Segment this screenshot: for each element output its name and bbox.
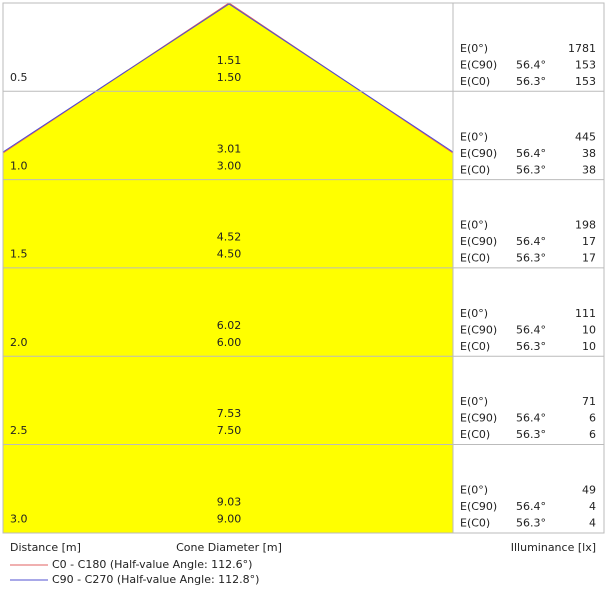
cone-edge-c90 (2, 3, 454, 153)
cone-diameter: 7.50 (217, 424, 242, 437)
cone-diameter: 4.50 (217, 248, 242, 261)
illuminance-value: 4 (589, 500, 596, 513)
cone-diameter: 6.00 (217, 336, 242, 349)
cone-diameter: 9.03 (217, 496, 242, 509)
illuminance-label: E(C90) (460, 59, 497, 72)
illuminance-label: E(C90) (460, 412, 497, 425)
footer-label: Distance [m] (10, 541, 81, 554)
half-angle: 56.3° (516, 340, 546, 353)
cone-diameter: 1.50 (217, 71, 242, 84)
half-angle: 56.4° (516, 412, 546, 425)
illuminance-value: 445 (575, 130, 596, 143)
illuminance-label: E(0°) (460, 42, 488, 55)
distance: 0.5 (10, 71, 28, 84)
half-angle: 56.4° (516, 500, 546, 513)
distance: 3.0 (10, 513, 28, 526)
half-angle: 56.3° (516, 517, 546, 530)
illuminance-label: E(C0) (460, 75, 490, 88)
illuminance-value: 4 (589, 517, 596, 530)
legend-entry: C0 - C180 (Half-value Angle: 112.6°) (52, 558, 252, 571)
illuminance-value: 198 (575, 219, 596, 232)
cone-diameter: 4.52 (217, 231, 242, 244)
illuminance-label: E(0°) (460, 395, 488, 408)
illuminance-label: E(C90) (460, 323, 497, 336)
illuminance-label: E(C0) (460, 340, 490, 353)
half-angle: 56.4° (516, 147, 546, 160)
illuminance-value: 111 (575, 307, 596, 320)
distance: 1.0 (10, 159, 28, 172)
illuminance-value: 38 (582, 147, 596, 160)
illuminance-value: 49 (582, 484, 596, 497)
illuminance-label: E(C0) (460, 428, 490, 441)
cone-diameter: 9.00 (217, 513, 242, 526)
illuminance-value: 10 (582, 323, 596, 336)
illuminance-label: E(C0) (460, 517, 490, 530)
illuminance-label: E(C90) (460, 147, 497, 160)
illuminance-label: E(0°) (460, 484, 488, 497)
illuminance-label: E(C0) (460, 252, 490, 265)
half-angle: 56.3° (516, 428, 546, 441)
half-angle: 56.3° (516, 75, 546, 88)
half-angle: 56.4° (516, 59, 546, 72)
distance: 1.5 (10, 248, 28, 261)
cone-diameter: 6.02 (217, 319, 242, 332)
illuminance-value: 38 (582, 163, 596, 176)
illuminance-label: E(0°) (460, 219, 488, 232)
illuminance-value: 71 (582, 395, 596, 408)
half-angle: 56.4° (516, 323, 546, 336)
illuminance-value: 10 (582, 340, 596, 353)
illuminance-label: E(C90) (460, 235, 497, 248)
illuminance-label: E(C0) (460, 163, 490, 176)
illuminance-value: 1781 (568, 42, 596, 55)
illuminance-value: 17 (582, 252, 596, 265)
cone-diameter: 1.51 (217, 54, 242, 67)
distance: 2.5 (10, 424, 28, 437)
distance: 2.0 (10, 336, 28, 349)
footer-label: Cone Diameter [m] (176, 541, 282, 554)
cone-diameter: 3.01 (217, 142, 242, 155)
illuminance-value: 6 (589, 428, 596, 441)
cone-diameter: 7.53 (217, 407, 242, 420)
illuminance-value: 153 (575, 59, 596, 72)
half-angle: 56.3° (516, 252, 546, 265)
half-angle: 56.3° (516, 163, 546, 176)
legend-entry: C90 - C270 (Half-value Angle: 112.8°) (52, 573, 259, 586)
footer-label: Illuminance [lx] (511, 541, 596, 554)
illuminance-label: E(0°) (460, 130, 488, 143)
illuminance-value: 6 (589, 412, 596, 425)
illuminance-label: E(0°) (460, 307, 488, 320)
cone-diameter: 3.00 (217, 159, 242, 172)
illuminance-label: E(C90) (460, 500, 497, 513)
illuminance-value: 17 (582, 235, 596, 248)
illuminance-value: 153 (575, 75, 596, 88)
half-angle: 56.4° (516, 235, 546, 248)
